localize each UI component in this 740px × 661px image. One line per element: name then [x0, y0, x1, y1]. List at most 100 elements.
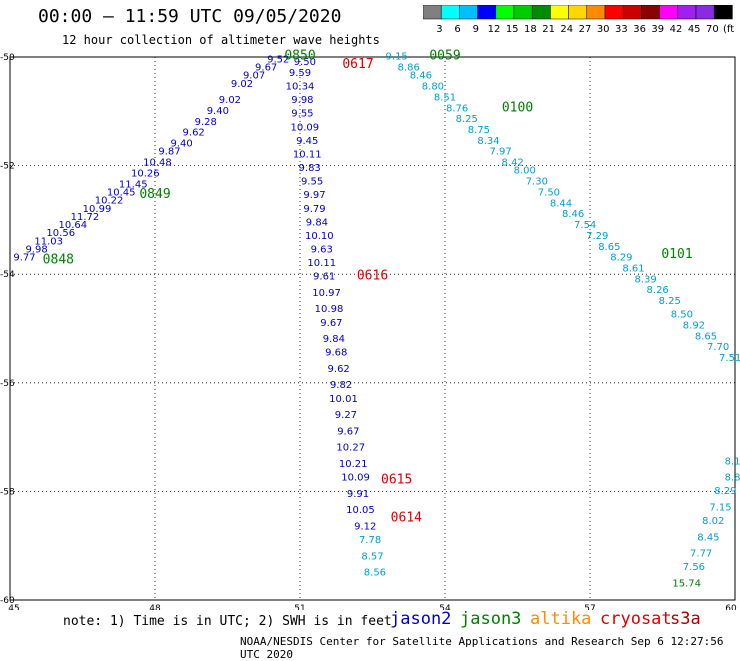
x-tick-label: 54 [439, 604, 451, 610]
swh-data-label: 8.29 [610, 253, 632, 264]
swh-data-label: 11.72 [71, 212, 100, 223]
swh-data-label: 9.68 [325, 348, 347, 359]
swh-data-label: 7.51 [719, 353, 740, 364]
swh-data-label: 10.97 [312, 288, 341, 299]
swh-data-label: 8.86 [398, 63, 420, 74]
swh-data-label: 7.54 [574, 220, 596, 231]
swh-data-label: 8.00 [514, 166, 536, 177]
swh-data-label: 10.99 [83, 204, 112, 215]
swh-data-label: 8.50 [671, 310, 693, 321]
swh-data-label: 10.22 [95, 196, 124, 207]
x-tick-label: 57 [584, 604, 595, 610]
swh-data-label: 15.74 [672, 578, 701, 589]
swh-data-label: 8.8 [725, 473, 740, 484]
y-tick-label: -54 [0, 270, 15, 280]
swh-data-label: 8.46 [562, 209, 584, 220]
swh-data-label: 10.27 [336, 443, 365, 454]
swh-data-label: 8.80 [422, 82, 444, 93]
swh-data-label: 9.45 [296, 136, 318, 147]
colorbar-tick-label: 70 [706, 24, 719, 35]
y-tick-label: -50 [0, 53, 15, 63]
chart-note: note: 1) Time is in UTC; 2) SWH is in fe… [63, 614, 392, 629]
time-label: 0101 [661, 247, 692, 262]
swh-data-label: 7.29 [586, 231, 608, 242]
swh-data-label: 9.84 [323, 334, 345, 345]
time-label: 0100 [502, 100, 533, 115]
swh-data-label: 9.40 [207, 106, 229, 117]
swh-data-label: 10.56 [46, 228, 75, 239]
chart-title: 00:00 – 11:59 UTC 09/05/2020 [38, 6, 342, 27]
swh-data-label: 8.34 [477, 136, 499, 147]
x-tick-label: 51 [294, 604, 305, 610]
swh-data-label: 9.84 [306, 217, 328, 228]
colorbar-tick-label: 39 [651, 24, 664, 35]
swh-data-label: 9.59 [289, 68, 311, 79]
swh-data-label: 9.91 [347, 489, 369, 500]
swh-data-label: 8.46 [410, 71, 432, 82]
swh-data-label: 9.79 [303, 204, 325, 215]
chart-footer: NOAA/NESDIS Center for Satellite Applica… [240, 635, 724, 661]
swh-data-label: 8.29 [714, 486, 736, 497]
swh-data-label: 9.50 [294, 57, 316, 68]
y-tick-label: -60 [0, 596, 15, 606]
swh-data-label: 8.76 [446, 103, 468, 114]
swh-data-label: 10.34 [286, 82, 315, 93]
colorbar-tick-label: 45 [688, 24, 701, 35]
colorbar-tick-label: 24 [560, 24, 573, 35]
swh-data-label: 9.83 [299, 163, 321, 174]
swh-data-label: 9.87 [158, 147, 180, 158]
swh-data-label: 8.02 [702, 516, 724, 527]
swh-data-label: 9.55 [301, 177, 323, 188]
swh-data-label: 8.92 [683, 321, 705, 332]
colorbar-swatch [713, 5, 733, 20]
time-label: 0614 [391, 510, 422, 525]
swh-data-label: 9.55 [291, 109, 313, 120]
x-tick-label: 60 [725, 604, 737, 610]
swh-data-label: 10.45 [107, 187, 136, 198]
colorbar-tick-label: 21 [542, 24, 555, 35]
colorbar-tick-label: 3 [436, 24, 442, 35]
swh-data-label: 9.82 [330, 380, 352, 391]
swh-data-label: 9.97 [303, 190, 325, 201]
swh-data-label: 9.28 [195, 117, 217, 128]
swh-data-label: 10.21 [339, 459, 368, 470]
swh-data-label: 10.10 [305, 231, 334, 242]
colorbar-tick-label: (ft) [723, 24, 735, 35]
swh-data-label: 9.98 [291, 95, 313, 106]
swh-data-label: 7.15 [709, 502, 731, 513]
swh-data-label: 9.12 [354, 521, 376, 532]
swh-data-label: 9.07 [243, 71, 265, 82]
swh-data-label: 7.97 [489, 147, 511, 158]
swh-data-label: 9.52 [267, 54, 289, 65]
swh-data-label: 9.02 [219, 95, 241, 106]
swh-data-label: 10.05 [346, 505, 375, 516]
swh-data-label: 9.61 [313, 272, 335, 283]
swh-data-label: 7.50 [538, 187, 560, 198]
legend-item-jason2: jason2 [390, 609, 452, 629]
swh-data-label: 8.25 [456, 114, 478, 125]
swh-data-label: 11.45 [119, 179, 148, 190]
legend-item-cryosat: cryosat [600, 609, 672, 629]
colorbar-tick-label: 9 [473, 24, 479, 35]
swh-data-label: 8.44 [550, 198, 572, 209]
swh-data-label: 7.30 [526, 177, 548, 188]
time-label: 0059 [429, 49, 460, 64]
time-label: 0848 [43, 252, 74, 267]
swh-data-label: 10.01 [329, 394, 358, 405]
swh-data-label: 9.63 [311, 244, 333, 255]
chart-plot: 45 48 51 54 57 60-50-52-54-56-58-609.779.9811… [0, 49, 740, 610]
swh-data-label: 10.26 [131, 168, 160, 179]
swh-data-label: 9.67 [255, 63, 277, 74]
legend-item-altika: altika [530, 609, 592, 629]
swh-data-label: 8.65 [598, 242, 620, 253]
swh-data-label: 10.11 [293, 149, 322, 160]
swh-data-label: 8.61 [622, 263, 644, 274]
time-label: 0617 [342, 57, 373, 72]
swh-data-label: 9.27 [335, 410, 357, 421]
swh-data-label: 7.77 [690, 549, 712, 560]
swh-data-label: 8.25 [659, 296, 681, 307]
swh-data-label: 8.51 [434, 92, 456, 103]
chart-subtitle: 12 hour collection of altimeter wave hei… [62, 33, 380, 47]
swh-data-label: 9.77 [13, 253, 35, 264]
